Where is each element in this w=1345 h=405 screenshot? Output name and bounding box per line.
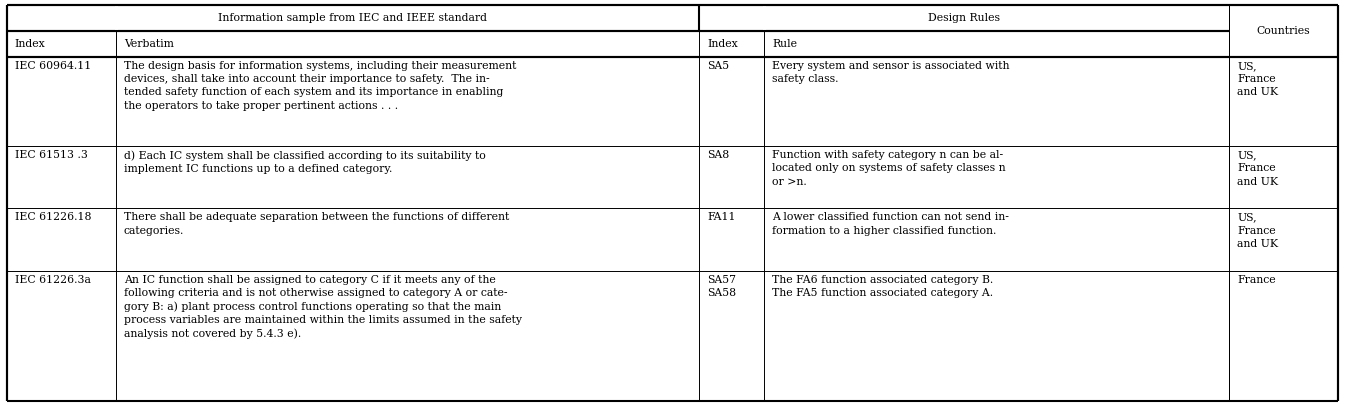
Text: Index: Index <box>707 39 738 49</box>
Text: Verbatim: Verbatim <box>124 39 174 49</box>
Text: Design Rules: Design Rules <box>928 13 1001 23</box>
Text: The FA6 function associated category B.
The FA5 function associated category A.: The FA6 function associated category B. … <box>772 275 994 298</box>
Text: US,
France
and UK: US, France and UK <box>1237 150 1278 187</box>
Text: SA8: SA8 <box>707 150 729 160</box>
Text: Information sample from IEC and IEEE standard: Information sample from IEC and IEEE sta… <box>218 13 487 23</box>
Text: US,
France
and UK: US, France and UK <box>1237 212 1278 249</box>
Text: IEC 61226.18: IEC 61226.18 <box>15 212 91 222</box>
Text: The design basis for information systems, including their measurement
devices, s: The design basis for information systems… <box>124 61 516 111</box>
Text: d) Each IC system shall be classified according to its suitability to
implement : d) Each IC system shall be classified ac… <box>124 150 486 174</box>
Text: Function with safety category n can be al-
located only on systems of safety cla: Function with safety category n can be a… <box>772 150 1006 187</box>
Text: IEC 61226.3a: IEC 61226.3a <box>15 275 90 285</box>
Text: SA57
SA58: SA57 SA58 <box>707 275 736 298</box>
Text: IEC 61513 .3: IEC 61513 .3 <box>15 150 87 160</box>
Text: IEC 60964.11: IEC 60964.11 <box>15 61 91 71</box>
Text: Countries: Countries <box>1256 26 1310 36</box>
Text: Index: Index <box>15 39 46 49</box>
Text: There shall be adequate separation between the functions of different
categories: There shall be adequate separation betwe… <box>124 212 510 236</box>
Text: An IC function shall be assigned to category C if it meets any of the
following : An IC function shall be assigned to cate… <box>124 275 522 339</box>
Text: A lower classified function can not send in-
formation to a higher classified fu: A lower classified function can not send… <box>772 212 1009 236</box>
Text: Rule: Rule <box>772 39 798 49</box>
Text: Every system and sensor is associated with
safety class.: Every system and sensor is associated wi… <box>772 61 1010 84</box>
Text: FA11: FA11 <box>707 212 736 222</box>
Text: US,
France
and UK: US, France and UK <box>1237 61 1278 98</box>
Text: SA5: SA5 <box>707 61 729 71</box>
Text: France: France <box>1237 275 1276 285</box>
